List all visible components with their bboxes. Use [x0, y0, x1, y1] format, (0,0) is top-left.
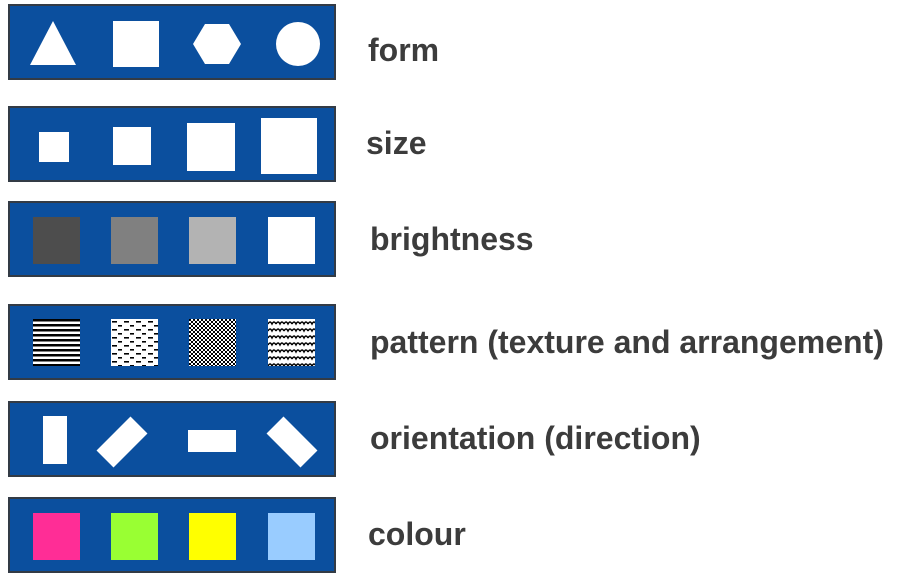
colour-label: colour — [368, 516, 466, 552]
size-panel — [8, 106, 336, 182]
rectangle-diagonal-right-icon — [266, 416, 318, 468]
square-large-icon — [187, 123, 235, 171]
colour-panel — [8, 497, 336, 573]
pattern-panel — [8, 304, 336, 380]
form-panel — [8, 4, 336, 80]
square-lightblue-icon — [268, 513, 315, 560]
square-darkgray-icon — [33, 217, 80, 264]
brightness-panel — [8, 201, 336, 277]
checker-pattern-icon — [189, 319, 236, 366]
rectangle-diagonal-left-icon — [96, 416, 148, 468]
rectangle-vertical-icon — [43, 416, 67, 464]
wave-pattern-icon — [268, 319, 315, 366]
square-lightgray-icon — [189, 217, 236, 264]
square-white-icon — [268, 217, 315, 264]
hexagon-icon — [193, 24, 241, 64]
square-medium-icon — [113, 127, 151, 165]
orientation-label: orientation (direction) — [370, 420, 701, 456]
size-label: size — [366, 125, 427, 161]
orientation-panel — [8, 401, 336, 477]
square-gray-icon — [111, 217, 158, 264]
rectangle-horizontal-icon — [188, 430, 236, 452]
triangle-icon — [30, 21, 76, 65]
square-yellow-icon — [189, 513, 236, 560]
dashes-pattern-icon — [111, 319, 158, 366]
square-small-icon — [39, 132, 69, 162]
brightness-label: brightness — [370, 221, 534, 257]
pattern-label: pattern (texture and arrangement) — [370, 324, 884, 360]
square-icon — [113, 21, 159, 67]
square-lime-icon — [111, 513, 158, 560]
form-label: form — [368, 32, 440, 68]
square-pink-icon — [33, 513, 80, 560]
circle-icon — [276, 22, 320, 66]
horizontal-stripes-pattern-icon — [33, 319, 80, 366]
square-xlarge-icon — [261, 118, 317, 174]
